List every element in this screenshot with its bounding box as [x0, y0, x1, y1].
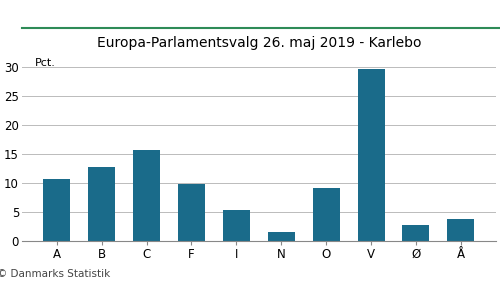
Title: Europa-Parlamentsvalg 26. maj 2019 - Karlebo: Europa-Parlamentsvalg 26. maj 2019 - Kar…	[96, 36, 421, 50]
Bar	[268, 232, 294, 241]
Bar	[402, 225, 429, 241]
Bar	[223, 210, 250, 241]
Bar	[133, 150, 160, 241]
Bar	[358, 69, 384, 241]
Text: Pct.: Pct.	[34, 58, 56, 68]
Bar	[312, 188, 340, 241]
Text: © Danmarks Statistik: © Danmarks Statistik	[0, 269, 110, 279]
Bar	[178, 184, 205, 241]
Bar	[44, 179, 70, 241]
Bar	[88, 167, 115, 241]
Bar	[448, 219, 474, 241]
